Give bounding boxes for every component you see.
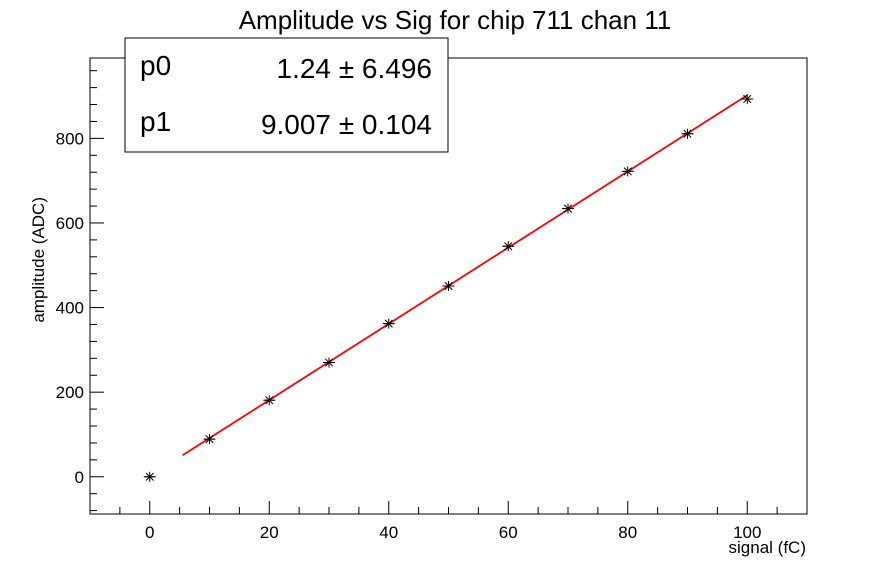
data-point	[263, 395, 276, 406]
marker-stroke	[205, 435, 214, 444]
stats-p1-name: p1	[140, 106, 171, 137]
chart-title: Amplitude vs Sig for chip 711 chan 11	[239, 5, 672, 35]
marker-stroke	[623, 167, 632, 176]
marker-stroke	[265, 396, 274, 405]
marker-stroke	[683, 129, 692, 138]
data-point	[442, 281, 455, 291]
marker-stroke	[563, 204, 573, 213]
marker-stroke	[444, 281, 453, 291]
stats-p1-value: 9.007 ± 0.104	[261, 109, 432, 140]
stats-box-frame	[124, 37, 449, 153]
y-tick-label: 600	[56, 214, 84, 233]
marker-stroke	[384, 319, 393, 328]
data-point	[323, 357, 335, 368]
x-tick-label: 40	[379, 523, 398, 542]
y-tick-label: 0	[75, 468, 84, 487]
data-points	[143, 94, 754, 482]
data-point	[741, 94, 754, 105]
y-axis: 0 200 400 600 800	[56, 70, 104, 512]
stats-box: p0 1.24 ± 6.496 p1 9.007 ± 0.104	[124, 37, 449, 153]
data-point	[143, 471, 156, 482]
data-point	[382, 318, 395, 329]
marker-stroke	[324, 358, 334, 367]
data-point	[681, 128, 694, 139]
data-point	[203, 434, 216, 445]
x-axis-title: signal (fC)	[729, 538, 806, 557]
data-point	[621, 166, 634, 177]
x-tick-label: 100	[733, 523, 761, 542]
x-axis: 0 20 40 60 80 100	[89, 501, 808, 542]
stats-p0-value: 1.24 ± 6.496	[277, 53, 433, 84]
fit-line	[182, 94, 748, 457]
stats-p0-name: p0	[140, 50, 171, 81]
y-tick-label: 200	[56, 383, 84, 402]
data-point	[562, 203, 574, 214]
y-tick-label: 400	[56, 299, 84, 318]
data-point	[502, 241, 515, 252]
x-tick-label: 60	[499, 523, 518, 542]
marker-stroke	[145, 472, 154, 481]
y-axis-title: amplitude (ADC)	[29, 197, 48, 323]
marker-stroke	[743, 94, 752, 104]
y-tick-label: 800	[56, 129, 84, 148]
x-tick-label: 20	[260, 523, 279, 542]
marker-stroke	[504, 242, 513, 251]
x-tick-label: 80	[618, 523, 637, 542]
x-tick-label: 0	[145, 523, 154, 542]
